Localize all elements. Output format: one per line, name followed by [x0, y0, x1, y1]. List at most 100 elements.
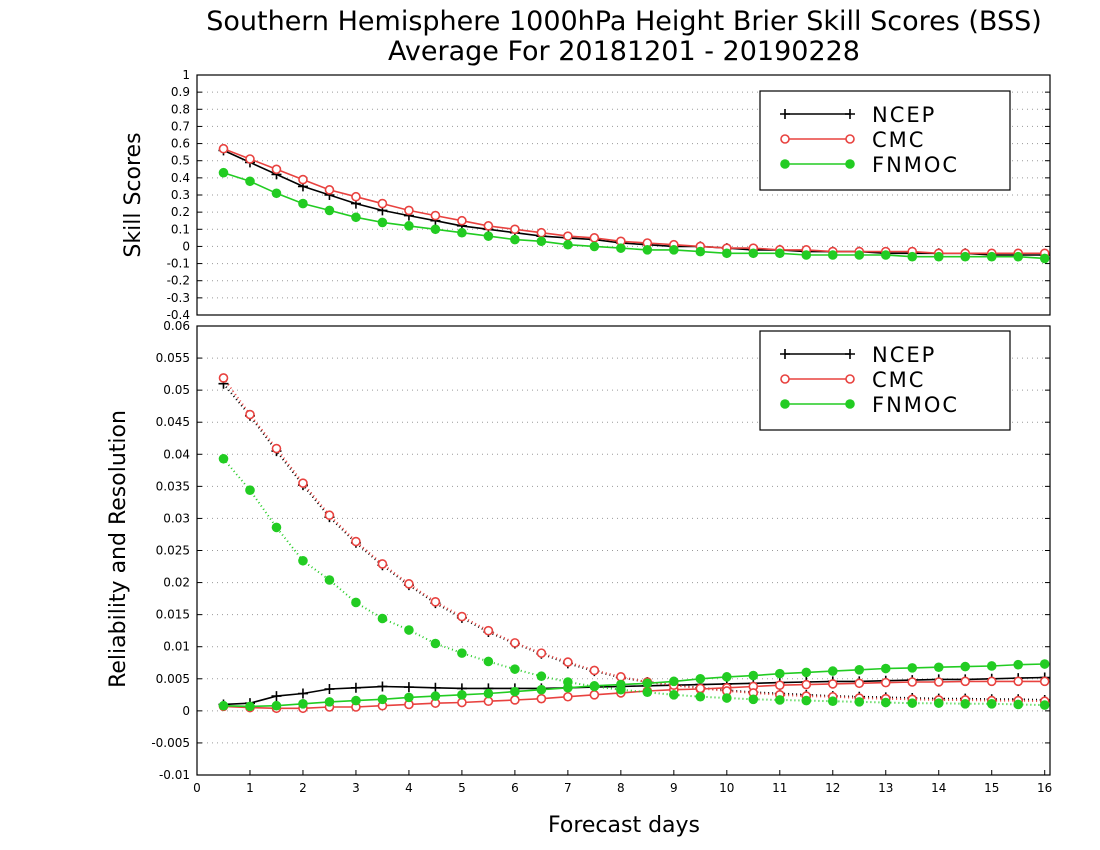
data-point	[377, 694, 388, 705]
data-point	[1039, 700, 1050, 710]
data-point	[430, 224, 441, 235]
legend-marker	[845, 399, 855, 409]
data-point	[403, 682, 414, 693]
data-point	[801, 250, 812, 260]
reliability-resolution-panel: Reliability and Resolution 0.06 0.055 0.05…	[106, 319, 1051, 782]
x-tick-label: 4	[405, 781, 413, 795]
data-point	[510, 224, 520, 235]
y-tick-label: 0.02	[163, 576, 190, 590]
x-tick-label: 9	[670, 781, 678, 795]
data-point	[510, 664, 520, 674]
data-point	[351, 695, 361, 706]
data-point	[589, 233, 600, 243]
data-point	[536, 648, 547, 658]
data-point	[510, 695, 520, 705]
y-tick-label: 0.045	[156, 415, 190, 429]
data-point	[748, 670, 759, 681]
x-tick-label: 8	[617, 781, 625, 795]
data-point	[589, 681, 600, 692]
data-point	[404, 579, 414, 589]
data-point	[748, 248, 759, 259]
data-point	[245, 701, 255, 712]
data-point	[774, 668, 785, 679]
data-point	[457, 648, 467, 658]
y-tick-label: 0.4	[171, 171, 190, 185]
data-point	[880, 250, 891, 260]
legend-marker	[845, 159, 855, 169]
y-tick-label: 0.5	[171, 154, 190, 168]
legend-marker	[780, 349, 790, 359]
x-tick-label: 15	[984, 781, 999, 795]
data-point	[271, 522, 282, 533]
x-tick-label: 10	[719, 781, 734, 795]
y-tick-label: 0.05	[163, 383, 190, 397]
data-point	[457, 697, 467, 708]
data-point	[377, 217, 388, 228]
data-point	[510, 686, 520, 697]
data-point	[483, 688, 494, 699]
data-point	[854, 678, 865, 689]
series-cmc	[218, 143, 1050, 259]
series-fnmoc-resolution	[218, 453, 1050, 710]
y-tick-label: 0.6	[171, 137, 190, 151]
data-point	[589, 690, 600, 700]
y-tick-label: -0.005	[151, 736, 190, 750]
y-tick-label: 0.8	[171, 102, 190, 116]
legend-marker	[845, 134, 855, 144]
data-point	[1013, 699, 1024, 710]
data-point	[430, 638, 441, 649]
data-point	[589, 241, 600, 252]
data-point	[245, 154, 255, 164]
x-tick-label: 6	[511, 781, 519, 795]
data-point	[430, 210, 441, 221]
data-point	[933, 662, 944, 673]
data-point	[907, 251, 918, 262]
x-axis: 0 1 2 3 4 5 6 7 8 9 10 11 12 13 14 15 16	[193, 770, 1052, 795]
x-tick-label: 0	[193, 781, 201, 795]
legend-box	[759, 330, 1011, 431]
data-point	[907, 677, 918, 687]
data-point	[801, 695, 812, 706]
x-tick-label: 5	[458, 781, 466, 795]
data-point	[324, 575, 335, 585]
data-point	[642, 687, 653, 698]
data-point	[457, 227, 467, 238]
data-point	[669, 690, 679, 700]
data-point	[404, 221, 414, 231]
data-point	[1039, 253, 1050, 264]
data-point	[218, 143, 229, 154]
data-point	[483, 221, 494, 231]
data-point	[350, 682, 361, 693]
y-tick-label: 0.03	[163, 511, 190, 525]
data-point	[722, 672, 732, 682]
data-point	[245, 409, 255, 420]
y-tick-label: 0.055	[156, 351, 190, 365]
data-point	[827, 679, 838, 689]
y-tick-label: 0.1	[171, 222, 190, 236]
x-axis-label: Forecast days	[548, 813, 700, 838]
legend-marker	[845, 109, 855, 119]
legend-marker	[780, 399, 790, 409]
y-tick-label: 0	[182, 704, 190, 718]
data-point	[271, 691, 282, 702]
data-point	[854, 665, 865, 675]
data-point	[271, 700, 282, 711]
y-tick-label: -0.3	[167, 291, 190, 305]
y-tick-label: -0.01	[159, 768, 190, 782]
y-tick-label: 0.06	[163, 319, 190, 333]
data-point	[351, 191, 361, 202]
y-tick-label: 0.015	[156, 608, 190, 622]
data-point	[827, 696, 838, 707]
data-point	[854, 697, 865, 707]
data-point	[642, 245, 653, 255]
y-tick-label: 0.035	[156, 479, 190, 493]
x-tick-label: 11	[772, 781, 787, 795]
data-point	[324, 684, 335, 695]
chart-title: Southern Hemisphere 1000hPa Height Brier…	[206, 6, 1042, 37]
chart-subtitle: Average For 20181201 - 20190228	[388, 36, 860, 67]
data-point	[722, 693, 732, 703]
data-point	[960, 661, 971, 672]
data-point	[536, 236, 547, 247]
